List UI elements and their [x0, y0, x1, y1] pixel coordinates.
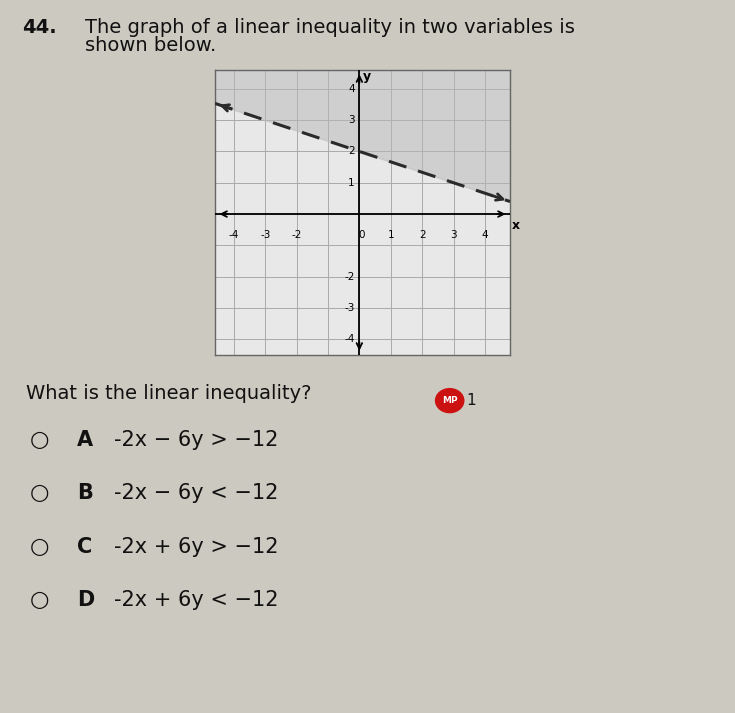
Text: ○: ○ — [29, 483, 49, 503]
Text: -2: -2 — [291, 230, 302, 240]
Text: The graph of a linear inequality in two variables is: The graph of a linear inequality in two … — [85, 18, 574, 37]
Text: MP: MP — [442, 396, 457, 405]
Text: A: A — [77, 430, 93, 450]
Text: -2x + 6y > −12: -2x + 6y > −12 — [114, 537, 279, 557]
Text: ○: ○ — [29, 537, 49, 557]
Text: 1: 1 — [387, 230, 394, 240]
Text: 3: 3 — [451, 230, 457, 240]
Text: B: B — [77, 483, 93, 503]
Text: ○: ○ — [29, 590, 49, 610]
Text: 4: 4 — [481, 230, 488, 240]
Text: D: D — [77, 590, 94, 610]
Text: What is the linear inequality?: What is the linear inequality? — [26, 384, 311, 403]
Text: -3: -3 — [260, 230, 270, 240]
Text: 44.: 44. — [22, 18, 57, 37]
Text: 3: 3 — [348, 115, 355, 125]
Text: -2x + 6y < −12: -2x + 6y < −12 — [114, 590, 279, 610]
Text: 2: 2 — [419, 230, 426, 240]
Text: y: y — [363, 70, 371, 83]
Text: x: x — [512, 218, 520, 232]
Text: ○: ○ — [29, 430, 49, 450]
Text: 2: 2 — [348, 146, 355, 156]
Text: -2: -2 — [344, 272, 355, 282]
Text: -4: -4 — [229, 230, 239, 240]
Text: -3: -3 — [344, 303, 355, 313]
Text: 1: 1 — [348, 178, 355, 188]
Text: 1: 1 — [466, 393, 476, 408]
Text: 0: 0 — [359, 230, 365, 240]
Text: shown below.: shown below. — [85, 36, 216, 55]
Text: 4: 4 — [348, 84, 355, 94]
Text: -4: -4 — [344, 334, 355, 344]
Circle shape — [436, 389, 464, 413]
Text: C: C — [77, 537, 93, 557]
Text: -2x − 6y > −12: -2x − 6y > −12 — [114, 430, 279, 450]
Text: -2x − 6y < −12: -2x − 6y < −12 — [114, 483, 279, 503]
